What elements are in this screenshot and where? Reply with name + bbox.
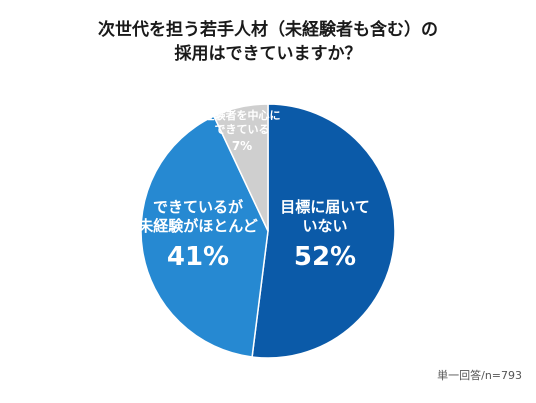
slice-label-2-line-1: できているが (153, 198, 244, 216)
sample-note: 単一回答/n=793 (437, 369, 522, 382)
chart-title-line-1: 次世代を担う若手人材（未経験者も含む）の (98, 20, 438, 40)
chart-title-line-2: 採用はできていますか？ (174, 44, 362, 64)
slice-label-1-line-2: いない (302, 217, 347, 235)
slice-value-2: 41% (167, 242, 229, 272)
slice-value-3: 7% (232, 139, 252, 153)
slice-label-1-line-1: 目標に届いて (280, 198, 370, 216)
slice-label-3-line-1: 経験者を中心に (204, 108, 281, 122)
chart-title: 次世代を担う若手人材（未経験者も含む）の 採用はできていますか？ (0, 18, 536, 66)
pie-slice-1 (251, 103, 396, 359)
slice-label-3-line-2: できている (215, 123, 270, 136)
pie-slice-3 (212, 103, 269, 232)
slice-label-2-line-2: 未経験がほとんど (137, 217, 258, 235)
slice-value-1: 52% (294, 242, 356, 272)
pie-slice-2 (140, 115, 269, 358)
